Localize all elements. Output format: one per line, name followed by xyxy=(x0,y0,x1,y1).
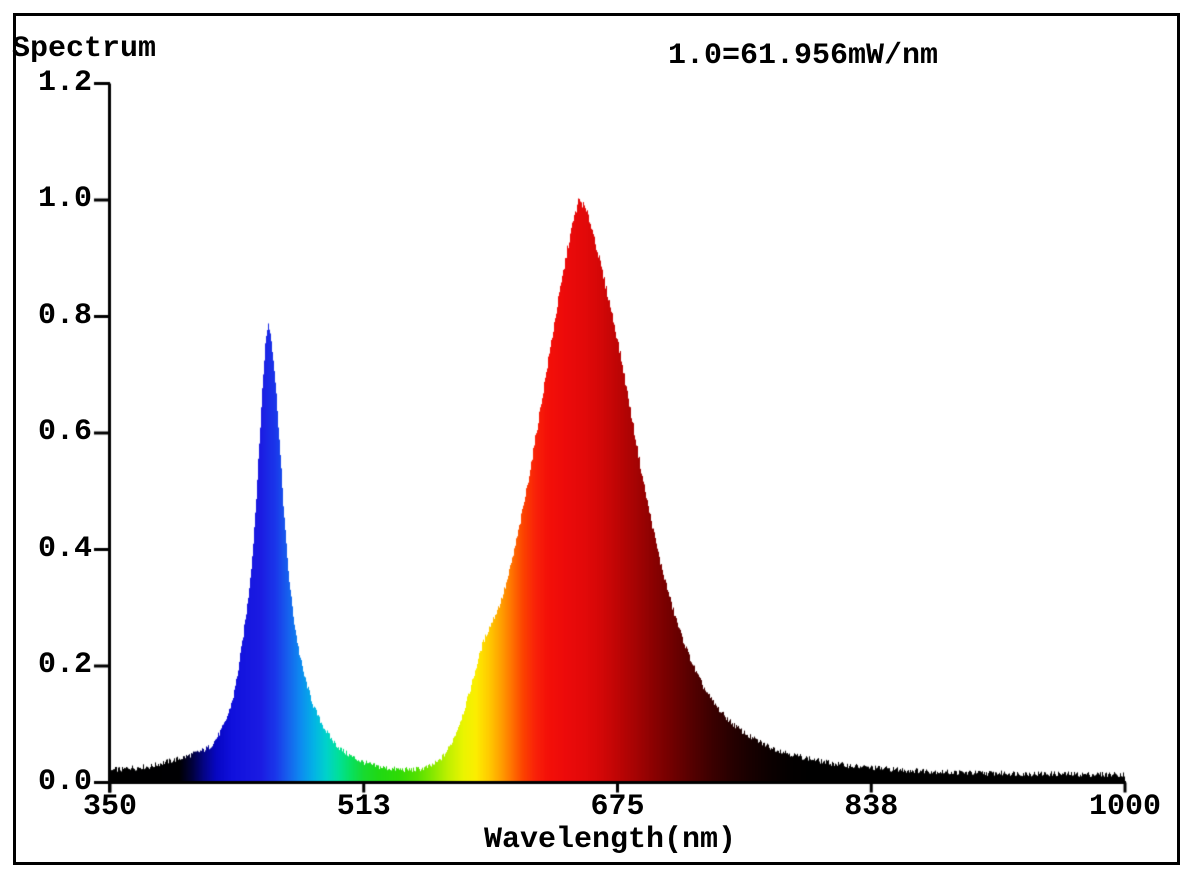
x-tick-label: 1000 xyxy=(1088,790,1162,824)
y-tick-label: 1.0 xyxy=(37,182,92,216)
x-tick-label: 675 xyxy=(590,790,645,824)
y-tick-label: 0.2 xyxy=(37,648,92,682)
y-tick-label: 0.6 xyxy=(37,415,92,449)
y-tick-label: 0.4 xyxy=(37,531,92,566)
x-tick-label: 838 xyxy=(844,790,899,824)
chart-title: Spectrum xyxy=(12,32,157,66)
y-tick-label: 0.8 xyxy=(37,298,92,333)
y-tick-label: 0.0 xyxy=(37,764,92,799)
x-tick-label: 513 xyxy=(336,790,391,824)
x-tick-label: 350 xyxy=(82,790,138,824)
x-axis-label: Wavelength(nm) xyxy=(483,823,737,857)
y-tick-label: 1.2 xyxy=(37,65,92,100)
scale-annotation: 1.0=61.956mW/nm xyxy=(668,39,939,73)
